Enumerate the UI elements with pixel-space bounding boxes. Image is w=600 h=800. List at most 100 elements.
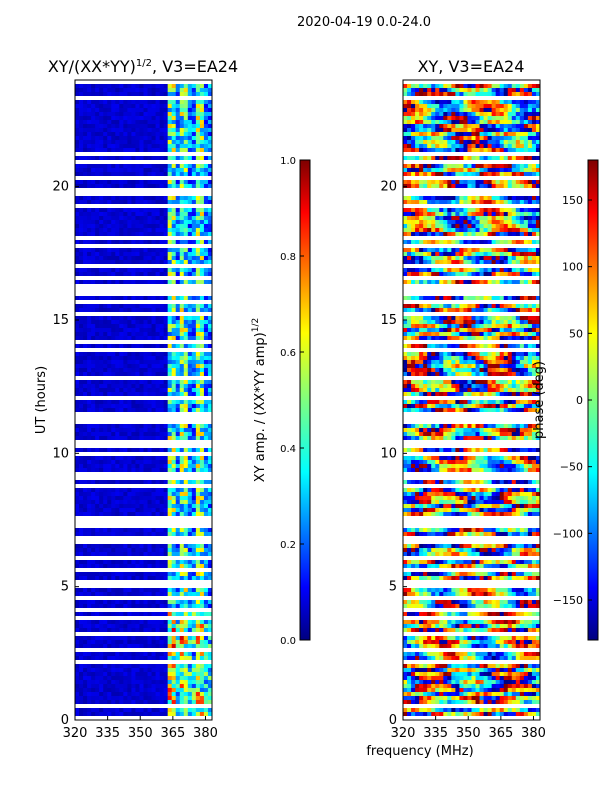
- amplitude-cell: [175, 620, 181, 625]
- amplitude-cell: [191, 192, 197, 197]
- amplitude-cell: [99, 352, 104, 357]
- amplitude-cell: [167, 576, 173, 581]
- amplitude-cell: [183, 632, 189, 637]
- amplitude-cell: [187, 480, 193, 485]
- amplitude-cell: [83, 416, 88, 421]
- amplitude-cell: [107, 516, 112, 521]
- amplitude-cell: [79, 468, 84, 473]
- amplitude-cell: [99, 268, 104, 273]
- amplitude-cell: [119, 608, 124, 613]
- amplitude-cell: [155, 500, 161, 505]
- amplitude-cell: [155, 464, 161, 469]
- amplitude-cell: [139, 592, 144, 597]
- amplitude-cell: [191, 412, 197, 417]
- amplitude-cell: [143, 120, 149, 125]
- amplitude-cell: [191, 184, 197, 189]
- amplitude-cell: [135, 528, 140, 533]
- amplitude-cell: [139, 288, 144, 293]
- amplitude-cell: [87, 268, 92, 273]
- amplitude-cell: [119, 524, 124, 529]
- amplitude-cell: [203, 492, 209, 497]
- amplitude-cell: [175, 328, 181, 333]
- amplitude-cell: [91, 372, 96, 377]
- amplitude-cell: [91, 188, 96, 193]
- amplitude-cell: [127, 664, 132, 669]
- amplitude-cell: [151, 620, 157, 625]
- amplitude-cell: [199, 252, 205, 257]
- amplitude-cell: [155, 260, 161, 265]
- amplitude-cell: [171, 232, 177, 237]
- amplitude-cell: [131, 476, 136, 481]
- amplitude-cell: [115, 476, 120, 481]
- amplitude-cell: [107, 412, 112, 417]
- amplitude-cell: [175, 228, 181, 233]
- amplitude-cell: [171, 336, 177, 341]
- amplitude-cell: [75, 640, 80, 645]
- amplitude-cell: [191, 484, 197, 489]
- amplitude-cell: [119, 504, 124, 509]
- amplitude-cell: [95, 284, 100, 289]
- amplitude-cell: [143, 184, 149, 189]
- amplitude-cell: [123, 568, 128, 573]
- amplitude-cell: [131, 444, 136, 449]
- amplitude-cell: [119, 620, 124, 625]
- amplitude-cell: [195, 412, 201, 417]
- amplitude-cell: [107, 584, 112, 589]
- amplitude-cell: [151, 120, 157, 125]
- amplitude-cell: [179, 192, 185, 197]
- amplitude-cell: [147, 104, 153, 109]
- amplitude-cell: [87, 312, 92, 317]
- amplitude-cell: [179, 196, 185, 201]
- amplitude-cell: [75, 500, 80, 505]
- amplitude-cell: [163, 456, 169, 461]
- amplitude-cell: [151, 588, 157, 593]
- amplitude-cell: [207, 320, 212, 325]
- amplitude-cell: [91, 288, 96, 293]
- amplitude-cell: [155, 476, 161, 481]
- amplitude-cell: [203, 660, 209, 665]
- amplitude-cell: [155, 652, 161, 657]
- amplitude-cell: [75, 288, 80, 293]
- amplitude-cell: [143, 560, 149, 565]
- amplitude-cell: [99, 176, 104, 181]
- amplitude-cell: [95, 636, 100, 641]
- amplitude-cell: [203, 412, 209, 417]
- amplitude-cell: [135, 492, 140, 497]
- amplitude-cell: [143, 124, 149, 129]
- amplitude-cell: [147, 176, 153, 181]
- amplitude-cell: [175, 124, 181, 129]
- amplitude-cell: [147, 160, 153, 165]
- amplitude-cell: [207, 416, 212, 421]
- amplitude-cell: [95, 444, 100, 449]
- amplitude-cell: [91, 452, 96, 457]
- amplitude-cell: [191, 524, 197, 529]
- amplitude-cell: [107, 512, 112, 517]
- amplitude-cell: [195, 604, 201, 609]
- amplitude-cell: [155, 384, 161, 389]
- amplitude-cell: [175, 380, 181, 385]
- amplitude-cell: [139, 236, 144, 241]
- amplitude-cell: [179, 268, 185, 273]
- amplitude-cell: [151, 468, 157, 473]
- amplitude-cell: [91, 516, 96, 521]
- amplitude-cell: [203, 84, 209, 89]
- amplitude-cell: [207, 528, 212, 533]
- amplitude-cell: [159, 156, 165, 161]
- amplitude-cell: [119, 604, 124, 609]
- amplitude-cell: [99, 440, 104, 445]
- amplitude-cell: [147, 228, 153, 233]
- amplitude-cell: [179, 224, 185, 229]
- amplitude-cell: [187, 300, 193, 305]
- amplitude-cell: [199, 476, 205, 481]
- amplitude-cell: [187, 660, 193, 665]
- amplitude-cell: [183, 568, 189, 573]
- amplitude-cell: [155, 204, 161, 209]
- amplitude-cell: [183, 636, 189, 641]
- amplitude-cell: [99, 472, 104, 477]
- amplitude-cell: [195, 476, 201, 481]
- amplitude-cell: [171, 592, 177, 597]
- amplitude-cell: [79, 136, 84, 141]
- amplitude-cell: [87, 556, 92, 561]
- amplitude-cell: [147, 492, 153, 497]
- amplitude-cell: [139, 164, 144, 169]
